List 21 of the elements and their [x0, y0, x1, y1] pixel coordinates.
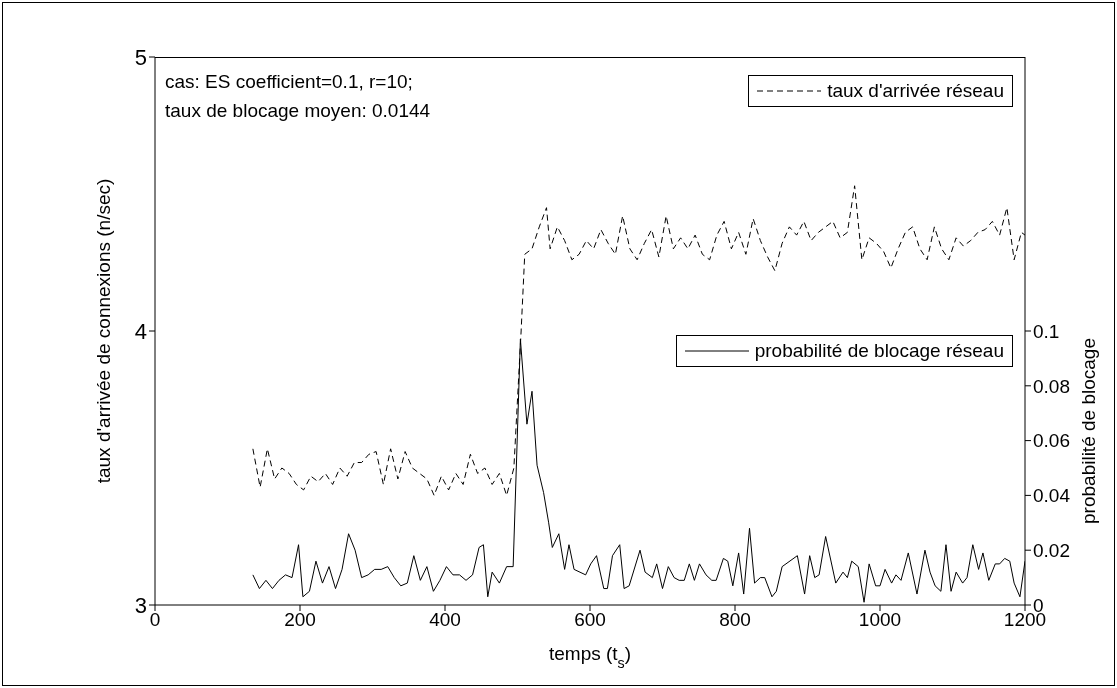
x-tick-label: 600	[574, 609, 606, 631]
y2-axis-title: probabilité de blocage	[1078, 338, 1099, 524]
annotation: taux de blocage moyen: 0.0144	[165, 99, 431, 123]
y2-tick-label: 0.02	[1033, 539, 1070, 561]
y2-tick-label: 0.04	[1033, 485, 1071, 507]
legend-label: probabilité de blocage réseau	[754, 340, 1004, 362]
x-tick-label: 1000	[858, 609, 902, 631]
x-tick-label: 200	[284, 609, 316, 631]
x-tick-label: 0	[149, 609, 161, 631]
x-tick-label: 800	[719, 609, 751, 631]
annotation: cas: ES coefficient=0.1, r=10;	[165, 70, 414, 94]
x-axis-title: temps (t$_{s}$)	[548, 643, 632, 671]
y-axis-title: taux d'arrivée de connexions (n/sec)	[93, 178, 114, 484]
x-tick-label: 400	[429, 609, 461, 631]
y2-tick-label: 0.08	[1033, 375, 1070, 397]
y2-tick-label: 0.06	[1033, 430, 1070, 452]
legend-label: taux d'arrivée réseau	[827, 80, 1004, 102]
y-tick-label: 4	[134, 318, 147, 344]
y-tick-label: 5	[134, 44, 147, 70]
y-tick-label: 3	[134, 592, 147, 618]
y2-tick-label: 0.1	[1033, 320, 1060, 342]
